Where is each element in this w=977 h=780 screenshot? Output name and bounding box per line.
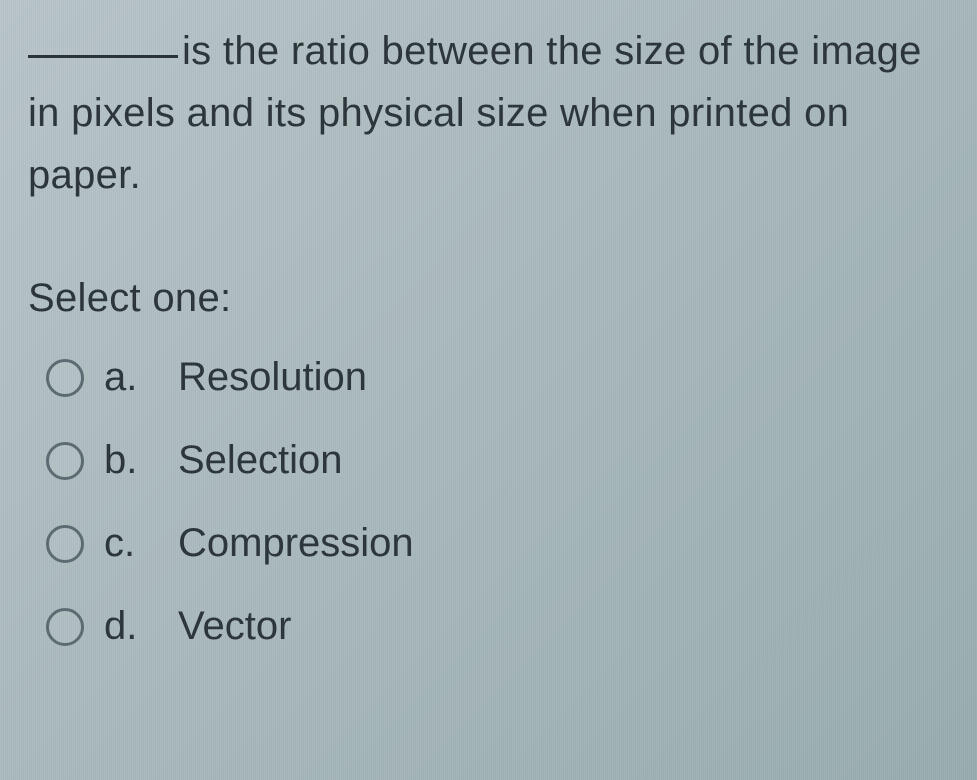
- fill-in-blank: [28, 55, 178, 58]
- question-text: is the ratio between the size of the ima…: [28, 20, 949, 206]
- radio-icon[interactable]: [46, 608, 84, 646]
- option-row-c[interactable]: c. Compression: [46, 521, 949, 566]
- option-letter: b.: [104, 438, 158, 483]
- option-text: Resolution: [178, 355, 367, 400]
- option-text: Vector: [178, 604, 291, 649]
- radio-icon[interactable]: [46, 359, 84, 397]
- option-text: Compression: [178, 521, 414, 566]
- radio-icon[interactable]: [46, 442, 84, 480]
- option-row-a[interactable]: a. Resolution: [46, 355, 949, 400]
- option-row-b[interactable]: b. Selection: [46, 438, 949, 483]
- option-letter: d.: [104, 604, 158, 649]
- option-text: Selection: [178, 438, 343, 483]
- option-letter: c.: [104, 521, 158, 566]
- options-list: a. Resolution b. Selection c. Compressio…: [28, 355, 949, 649]
- option-row-d[interactable]: d. Vector: [46, 604, 949, 649]
- option-letter: a.: [104, 355, 158, 400]
- radio-icon[interactable]: [46, 525, 84, 563]
- select-one-label: Select one:: [28, 276, 949, 321]
